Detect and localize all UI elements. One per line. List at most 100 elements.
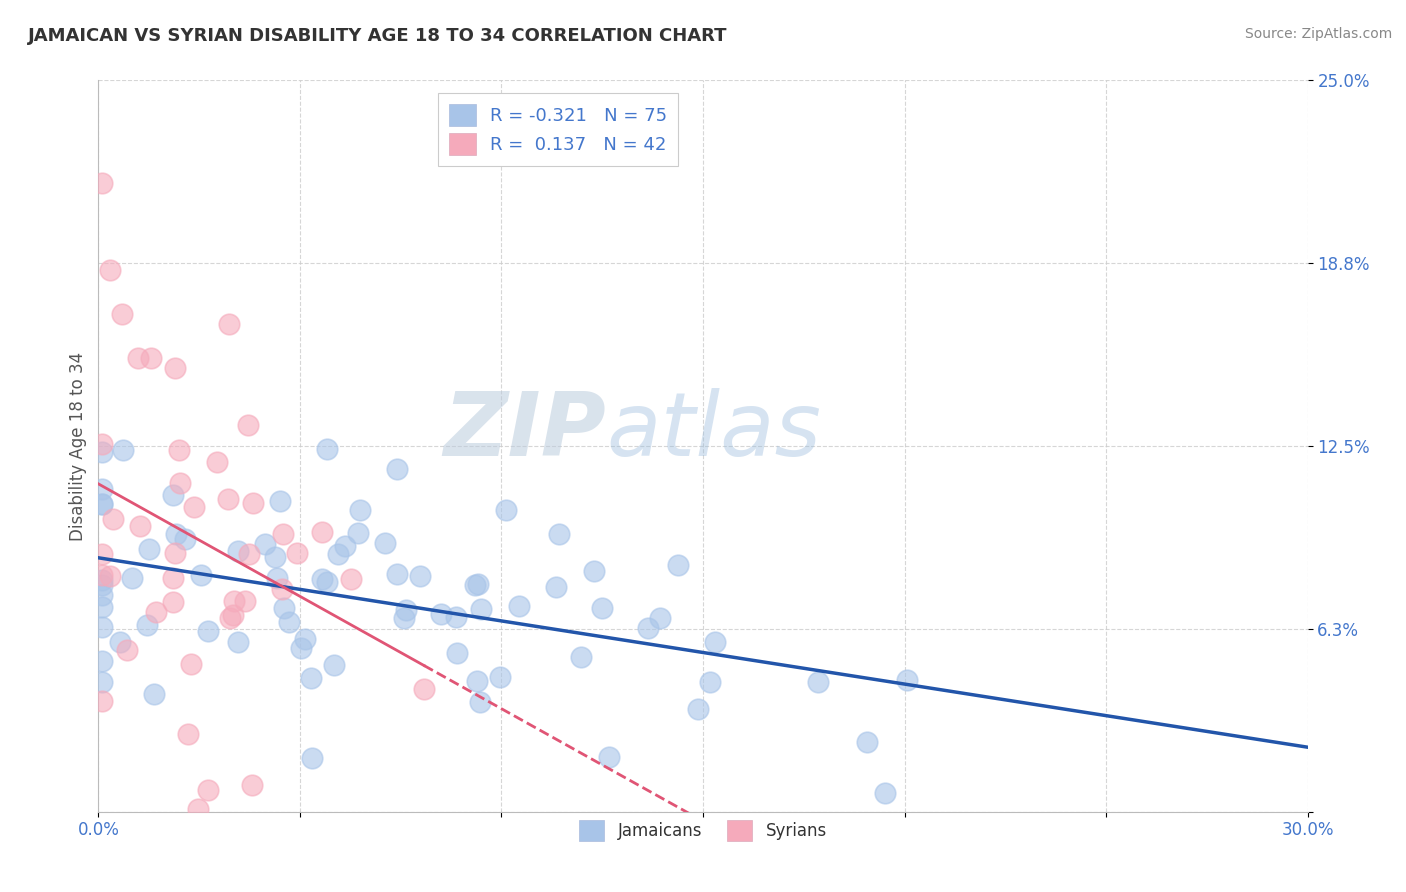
Point [91,567,114,582]
Point [91,497,114,511]
Point [409,568,432,582]
Point [856,735,879,749]
Point [340,572,363,586]
Text: ZIP: ZIP [443,388,606,475]
Point [591,601,613,615]
Point [91,437,114,451]
Point [294,632,316,647]
Point [91,547,114,561]
Point [91,588,114,602]
Point [219,611,242,625]
Point [101,512,124,526]
Point [169,476,191,491]
Text: Source: ZipAtlas.com: Source: ZipAtlas.com [1244,27,1392,41]
Point [91,482,114,496]
Point [226,543,249,558]
Point [91,694,114,708]
Point [177,727,200,741]
Point [143,687,166,701]
Point [299,671,322,685]
Point [688,702,710,716]
Point [323,657,346,672]
Point [235,593,257,607]
Point [138,542,160,557]
Point [311,573,333,587]
Point [468,695,491,709]
Point [464,578,486,592]
Point [139,351,162,366]
Point [91,445,114,459]
Point [273,601,295,615]
Point [467,576,489,591]
Point [222,608,245,623]
Point [91,674,114,689]
Point [301,750,323,764]
Point [316,575,339,590]
Point [489,670,512,684]
Y-axis label: Disability Age 18 to 34: Disability Age 18 to 34 [69,351,87,541]
Point [163,545,186,559]
Point [136,617,159,632]
Text: JAMAICAN VS SYRIAN DISABILITY AGE 18 TO 34 CORRELATION CHART: JAMAICAN VS SYRIAN DISABILITY AGE 18 TO … [28,27,728,45]
Point [385,567,408,582]
Point [91,619,114,633]
Point [444,610,467,624]
Point [271,527,294,541]
Text: atlas: atlas [606,388,821,475]
Point [349,503,371,517]
Legend: Jamaicans, Syrians: Jamaicans, Syrians [572,814,834,847]
Point [896,673,918,687]
Point [465,673,488,688]
Point [547,527,569,541]
Point [374,536,396,550]
Point [187,802,209,816]
Point [873,786,896,800]
Point [91,574,114,588]
Point [264,550,287,565]
Point [190,567,212,582]
Point [238,548,260,562]
Point [648,611,671,625]
Point [699,675,721,690]
Point [197,783,219,797]
Point [666,558,689,573]
Point [807,674,830,689]
Point [183,500,205,514]
Point [254,537,277,551]
Point [197,624,219,639]
Point [217,491,239,506]
Point [508,599,530,613]
Point [703,635,725,649]
Point [242,496,264,510]
Point [238,418,260,433]
Point [290,641,312,656]
Point [470,601,492,615]
Point [569,649,592,664]
Point [315,442,337,456]
Point [205,455,228,469]
Point [266,571,288,585]
Point [91,600,114,615]
Point [395,603,418,617]
Point [115,643,138,657]
Point [270,582,292,596]
Point [169,442,191,457]
Point [222,594,245,608]
Point [412,681,434,696]
Point [162,488,184,502]
Point [180,657,202,672]
Point [163,360,186,375]
Point [162,571,184,585]
Point [91,497,114,511]
Point [127,351,149,366]
Point [333,540,356,554]
Point [269,493,291,508]
Point [91,654,114,668]
Point [162,595,184,609]
Point [387,461,409,475]
Point [495,503,517,517]
Point [311,524,333,539]
Point [110,307,132,321]
Point [91,577,114,591]
Point [98,263,121,277]
